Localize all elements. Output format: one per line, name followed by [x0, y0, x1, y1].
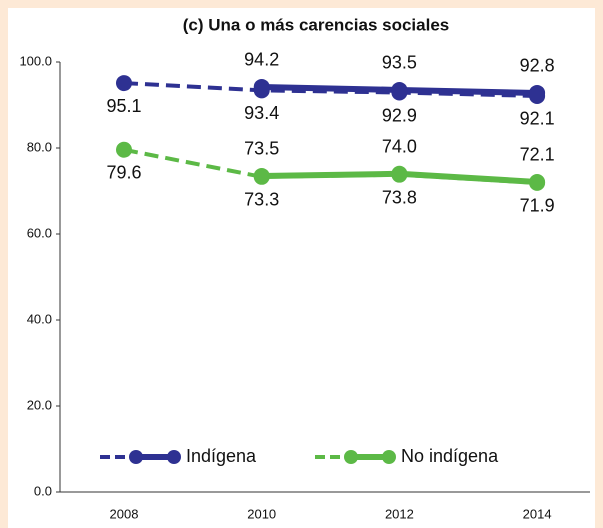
value-label: 73.5: [244, 139, 279, 159]
x-tick-label: 2008: [110, 506, 139, 521]
legend-label: No indígena: [401, 446, 499, 466]
marker: [116, 75, 132, 92]
legend-marker: [129, 450, 143, 464]
value-label: 94.2: [244, 50, 279, 70]
value-label: 74.0: [382, 137, 417, 157]
legend-label: Indígena: [186, 446, 257, 466]
value-label: 92.9: [382, 105, 417, 125]
x-tick-label: 2014: [523, 506, 552, 521]
value-label: 95.1: [106, 96, 141, 116]
y-tick-label: 80.0: [27, 139, 52, 154]
x-tick-label: 2010: [247, 506, 276, 521]
y-tick-label: 60.0: [27, 225, 52, 240]
value-label: 71.9: [520, 196, 555, 216]
legend-marker: [167, 450, 181, 464]
marker: [529, 173, 546, 190]
x-tick-label: 2012: [385, 506, 414, 521]
marker: [116, 141, 132, 158]
value-label: 92.1: [520, 109, 555, 129]
chart-title: (c) Una o más carencias sociales: [183, 15, 449, 34]
value-label: 92.8: [520, 56, 555, 76]
y-tick-label: 100.0: [19, 53, 52, 68]
value-label: 72.1: [520, 145, 555, 165]
value-label: 93.5: [382, 53, 417, 73]
value-label: 93.4: [244, 103, 279, 123]
marker: [253, 78, 270, 95]
y-tick-label: 20.0: [27, 397, 52, 412]
legend-marker: [382, 450, 396, 464]
marker: [529, 84, 546, 101]
marker: [391, 165, 408, 182]
y-tick-label: 0.0: [34, 483, 52, 498]
value-label: 79.6: [106, 162, 141, 182]
marker: [253, 167, 270, 184]
legend-marker: [344, 450, 358, 464]
value-label: 73.8: [382, 187, 417, 207]
marker: [391, 81, 408, 98]
y-tick-label: 40.0: [27, 311, 52, 326]
value-label: 73.3: [244, 190, 279, 210]
